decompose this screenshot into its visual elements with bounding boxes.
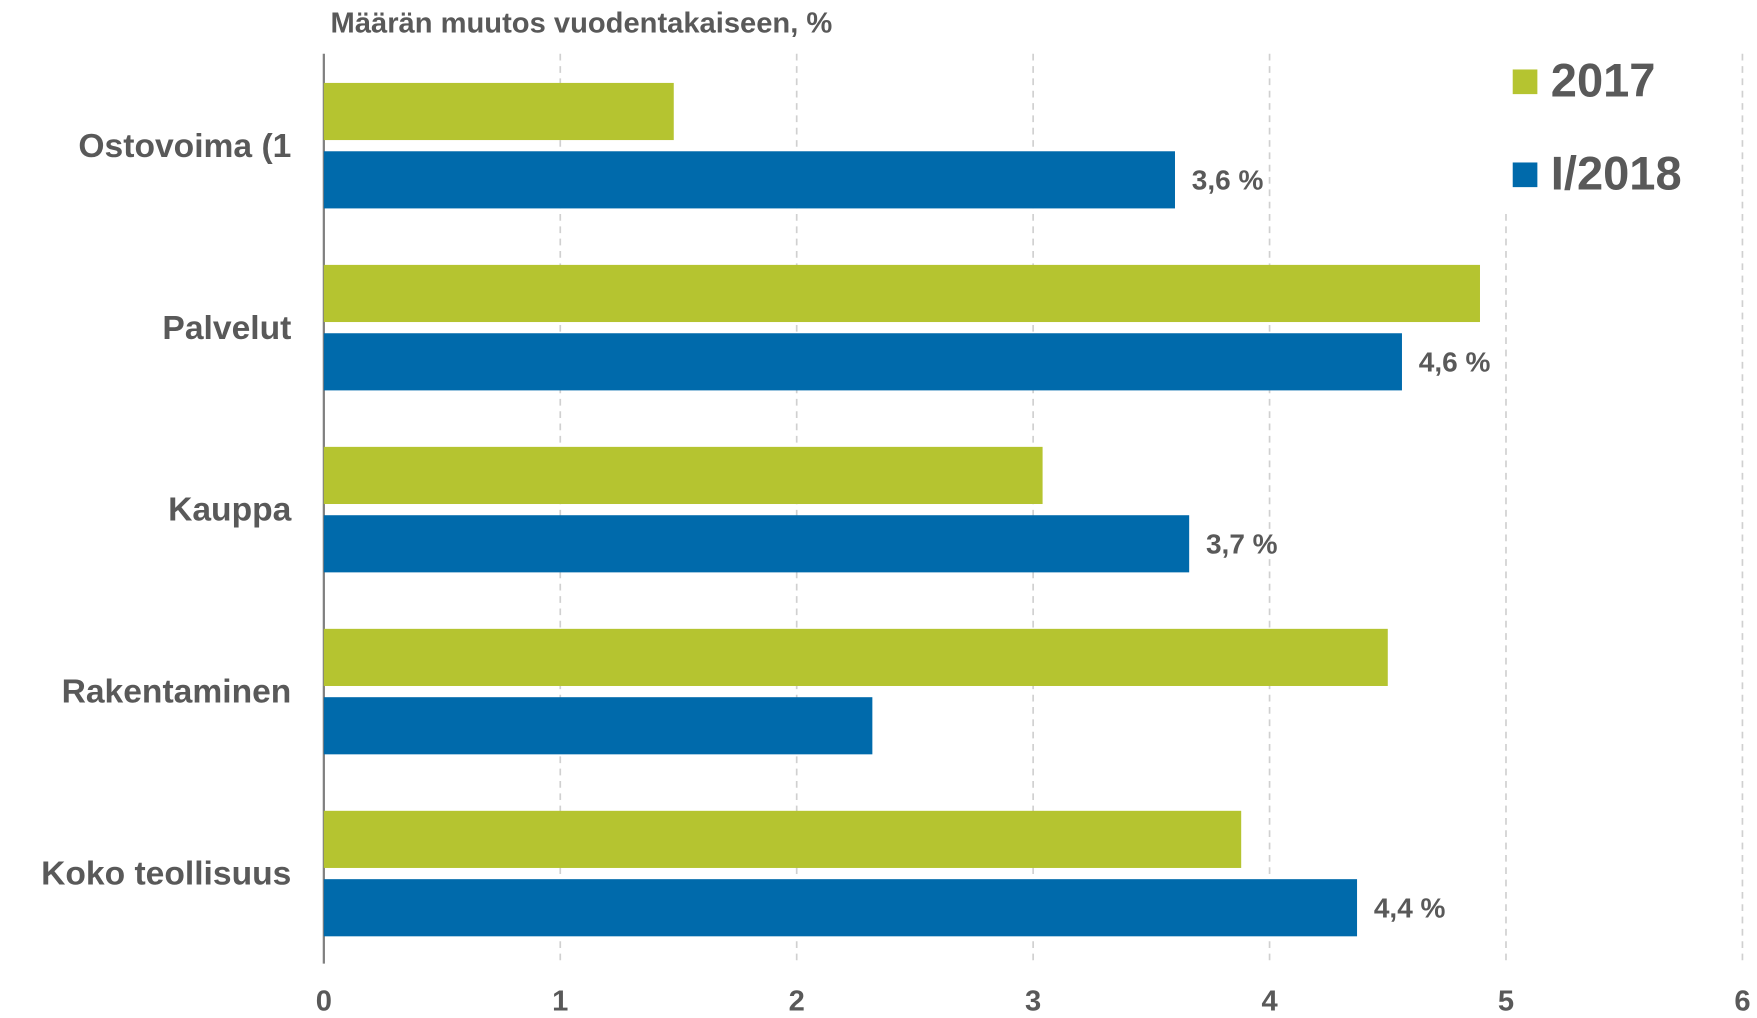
- bar: [323, 82, 674, 141]
- y-tick-label: Ostovoima (1: [78, 128, 291, 165]
- x-tick-label: 4: [1261, 986, 1278, 1018]
- bar: [323, 446, 1043, 505]
- chart-title: Määrän muutos vuodentakaiseen, %: [331, 7, 833, 39]
- x-tick-label: 0: [316, 986, 332, 1018]
- x-tick-label: 1: [552, 986, 568, 1018]
- y-tick-label: Palvelut: [162, 310, 291, 347]
- legend-background: [1501, 44, 1726, 213]
- data-label: 3,7 %: [1206, 528, 1278, 559]
- legend-swatch: [1512, 69, 1538, 95]
- x-tick-label: 2: [789, 986, 805, 1018]
- bar: [323, 810, 1242, 868]
- bar: [323, 879, 1358, 937]
- bar: [323, 151, 1175, 209]
- bar: [323, 264, 1480, 323]
- legend-swatch: [1512, 162, 1538, 188]
- x-tick-label: 6: [1734, 986, 1750, 1018]
- legend-label: 2017: [1551, 53, 1656, 106]
- bar: [323, 515, 1190, 573]
- bar: [323, 628, 1388, 686]
- x-tick-label: 5: [1498, 986, 1514, 1018]
- data-label: 4,6 %: [1419, 346, 1491, 377]
- x-tick-label: 3: [1025, 986, 1041, 1018]
- y-tick-label: Rakentaminen: [62, 674, 292, 711]
- legend-label: I/2018: [1551, 146, 1682, 199]
- data-label: 3,6 %: [1192, 164, 1264, 195]
- y-tick-label: Kauppa: [168, 492, 292, 529]
- y-tick-label: Koko teollisuus: [41, 856, 291, 893]
- bar: [323, 697, 873, 755]
- bar: [323, 333, 1402, 391]
- data-label: 4,4 %: [1374, 892, 1446, 923]
